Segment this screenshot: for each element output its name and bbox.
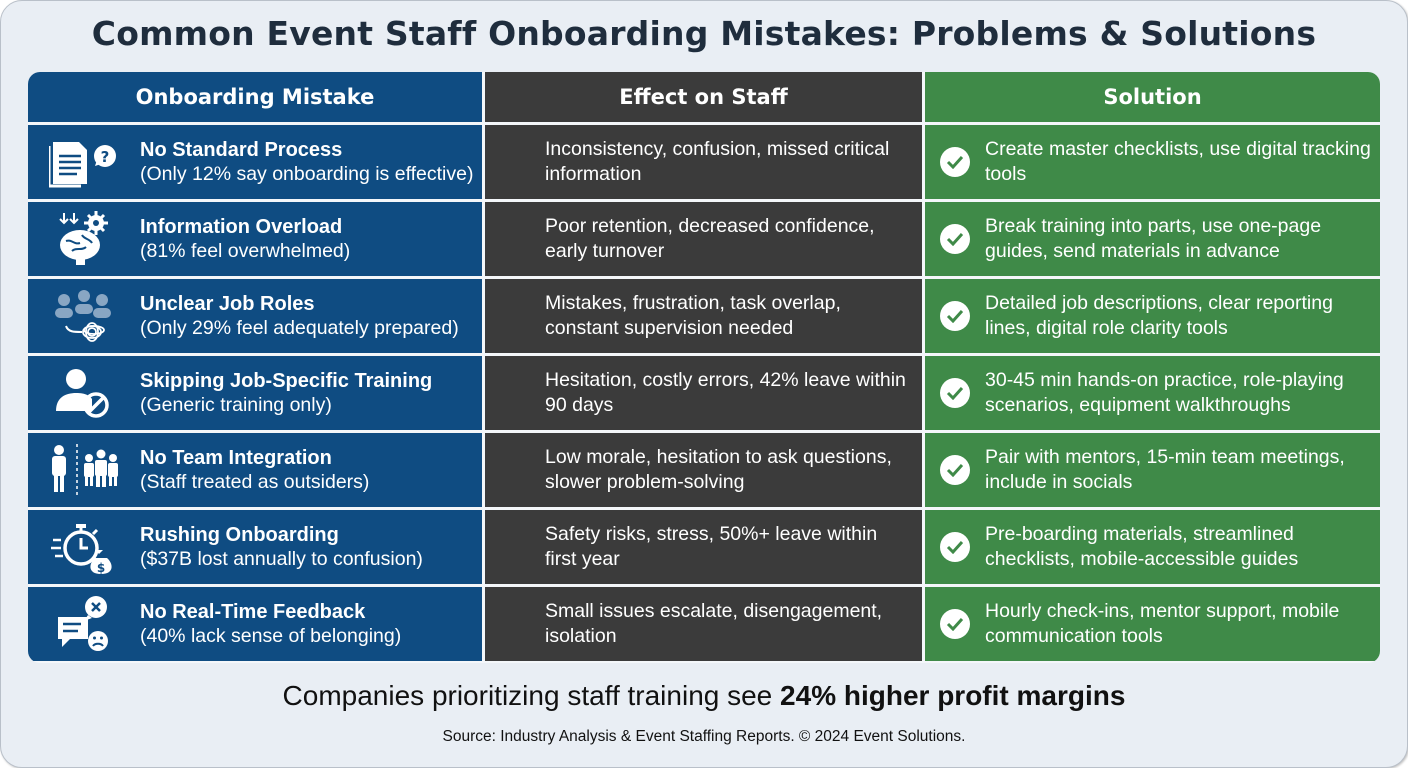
solution-cell: Hourly check-ins, mentor support, mobile… <box>925 587 1380 661</box>
takeaway-prefix: Companies prioritizing staff training se… <box>282 680 781 711</box>
checkmark-icon <box>940 224 970 254</box>
checkmark-icon <box>940 455 970 485</box>
header-effect: Effect on Staff <box>485 72 922 122</box>
header-mistake: Onboarding Mistake <box>28 72 482 122</box>
mistake-title: No Standard Process <box>140 138 343 161</box>
solution-cell: 30-45 min hands-on practice, role-playin… <box>925 356 1380 430</box>
mistake-title: No Real-Time Feedback <box>140 600 366 623</box>
mistake-title: No Team Integration <box>140 446 332 469</box>
confused-team-icon <box>28 288 140 344</box>
checkmark-icon <box>940 378 970 408</box>
mistake-stat: (81% feel overwhelmed) <box>140 239 351 262</box>
mistake-title: Rushing Onboarding <box>140 523 339 546</box>
solution-column: Solution Create master checklists, use d… <box>925 72 1380 663</box>
solution-text: Hourly check-ins, mentor support, mobile… <box>985 600 1340 647</box>
mistake-title: Unclear Job Roles <box>140 292 315 315</box>
effect-text: Mistakes, frustration, task overlap, con… <box>545 292 841 339</box>
svg-text:$: $ <box>97 561 105 575</box>
checkmark-icon <box>940 532 970 562</box>
checkmark-icon <box>940 301 970 331</box>
header-solution: Solution <box>925 72 1380 122</box>
mistake-cell: Information Overload (81% feel overwhelm… <box>28 202 482 276</box>
checkmark-icon <box>940 147 970 177</box>
mistake-cell: No Team Integration (Staff treated as ou… <box>28 433 482 507</box>
chat-feedback-icon <box>28 595 140 653</box>
document-question-icon: ? <box>28 136 140 188</box>
effect-cell: Inconsistency, confusion, missed critica… <box>485 125 922 199</box>
effect-cell: Safety risks, stress, 50%+ leave within … <box>485 510 922 584</box>
mistake-stat: (Staff treated as outsiders) <box>140 470 370 493</box>
mistake-cell: No Real-Time Feedback (40% lack sense of… <box>28 587 482 661</box>
isolated-person-icon <box>28 444 140 496</box>
solution-cell: Create master checklists, use digital tr… <box>925 125 1380 199</box>
mistake-cell: Unclear Job Roles (Only 29% feel adequat… <box>28 279 482 353</box>
mistakes-table: Onboarding Mistake ? No Standard Process… <box>28 72 1380 663</box>
mistake-title: Skipping Job-Specific Training <box>140 369 433 392</box>
effect-text: Small issues escalate, disengagement, is… <box>545 600 883 647</box>
stopwatch-money-icon: $ <box>28 518 140 576</box>
effect-text: Inconsistency, confusion, missed critica… <box>545 138 890 185</box>
mistake-stat: (Only 12% say onboarding is effective) <box>140 162 474 185</box>
solution-cell: Pair with mentors, 15-min team meetings,… <box>925 433 1380 507</box>
checkmark-icon <box>940 609 970 639</box>
mistake-column: Onboarding Mistake ? No Standard Process… <box>28 72 482 663</box>
mistake-cell: $ Rushing Onboarding ($37B lost annually… <box>28 510 482 584</box>
effect-cell: Hesitation, costly errors, 42% leave wit… <box>485 356 922 430</box>
mistake-stat: (Generic training only) <box>140 393 332 416</box>
solution-text: Break training into parts, use one-page … <box>985 215 1322 262</box>
solution-text: Create master checklists, use digital tr… <box>985 138 1371 185</box>
user-blocked-icon <box>28 365 140 421</box>
solution-cell: Detailed job descriptions, clear reporti… <box>925 279 1380 353</box>
mistake-stat: ($37B lost annually to confusion) <box>140 547 423 570</box>
effect-cell: Small issues escalate, disengagement, is… <box>485 587 922 661</box>
effect-column: Effect on Staff Inconsistency, confusion… <box>485 72 922 663</box>
takeaway-highlight: 24% higher profit margins <box>780 680 1126 711</box>
mistake-title: Information Overload <box>140 215 343 238</box>
effect-cell: Mistakes, frustration, task overlap, con… <box>485 279 922 353</box>
solution-text: Pair with mentors, 15-min team meetings,… <box>985 446 1345 493</box>
brain-overload-icon <box>28 211 140 267</box>
effect-text: Low morale, hesitation to ask questions,… <box>545 446 892 493</box>
effect-cell: Poor retention, decreased confidence, ea… <box>485 202 922 276</box>
solution-text: Detailed job descriptions, clear reporti… <box>985 292 1333 339</box>
effect-cell: Low morale, hesitation to ask questions,… <box>485 433 922 507</box>
page-title: Common Event Staff Onboarding Mistakes: … <box>91 14 1317 53</box>
key-takeaway: Companies prioritizing staff training se… <box>0 680 1408 712</box>
source-citation: Source: Industry Analysis & Event Staffi… <box>442 728 966 745</box>
effect-text: Poor retention, decreased confidence, ea… <box>545 215 875 262</box>
solution-text: Pre-boarding materials, streamlined chec… <box>985 523 1299 570</box>
solution-text: 30-45 min hands-on practice, role-playin… <box>985 369 1344 416</box>
mistake-stat: (40% lack sense of belonging) <box>140 624 402 647</box>
mistake-cell: Skipping Job-Specific Training (Generic … <box>28 356 482 430</box>
effect-text: Hesitation, costly errors, 42% leave wit… <box>545 369 906 416</box>
solution-cell: Pre-boarding materials, streamlined chec… <box>925 510 1380 584</box>
svg-text:?: ? <box>101 148 110 166</box>
solution-cell: Break training into parts, use one-page … <box>925 202 1380 276</box>
mistake-cell: ? No Standard Process (Only 12% say onbo… <box>28 125 482 199</box>
effect-text: Safety risks, stress, 50%+ leave within … <box>545 523 878 570</box>
mistake-stat: (Only 29% feel adequately prepared) <box>140 316 459 339</box>
